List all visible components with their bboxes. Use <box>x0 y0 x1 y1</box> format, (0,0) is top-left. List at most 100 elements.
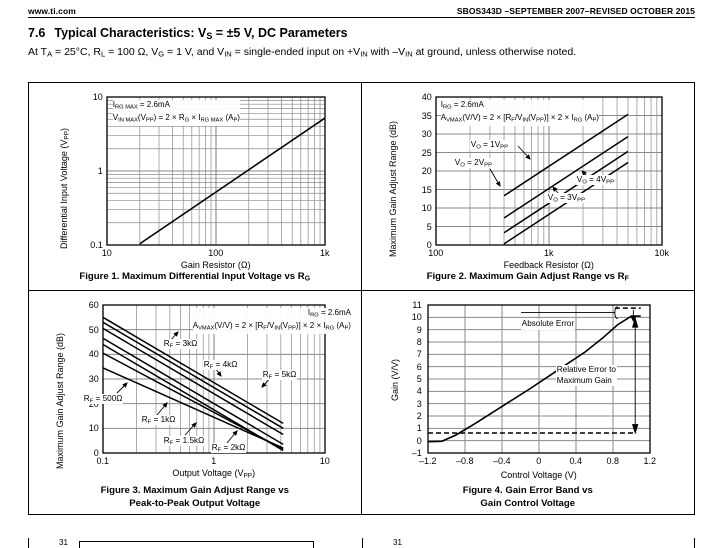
figure-4-ytick-5: 4 <box>416 386 422 397</box>
figure-3-ylabel: Maximum Gain Adjust Range (dB) <box>54 332 65 470</box>
figure-3-ytick-10: 10 <box>88 423 99 434</box>
figure-4-ytick-4: 3 <box>416 398 422 409</box>
figure-1-cell: Differential Input Voltage (VPP) 10 1 0.… <box>29 83 362 291</box>
figure-4-ytick-7: 6 <box>416 361 422 372</box>
figures-table: Differential Input Voltage (VPP) 10 1 0.… <box>28 82 695 516</box>
figure-4-caption: Figure 4. Gain Error Band vs Gain Contro… <box>362 485 695 510</box>
figure-4-xtick-2: –0.4 <box>492 456 511 467</box>
figure-2-ytick-40: 40 <box>421 92 432 102</box>
figure-4-ytick-11: 10 <box>411 312 422 323</box>
figure-4-caption-line1: Figure 4. Gain Error Band vs <box>462 485 593 497</box>
page-title: 7.6 Typical Characteristics: VS = ±5 V, D… <box>28 26 348 41</box>
figure-row-3-divider <box>361 538 363 548</box>
figure-3-xtick-10: 10 <box>319 456 330 467</box>
figure-3-ytick-50: 50 <box>88 324 99 335</box>
figure-3-note: IRG = 2.6mA AVMAX(V/V) = 2 × [RF/VIN(VPP… <box>192 308 351 334</box>
figure-1-ytick-1: 1 <box>97 166 103 176</box>
figure-1-chart: Differential Input Voltage (VPP) 10 1 0.… <box>45 89 345 270</box>
figure-4-xtick-3: 0 <box>536 456 542 467</box>
figure-4-xtick-6: 1.2 <box>643 456 657 467</box>
figure-4-xtick-1: –0.8 <box>455 456 474 467</box>
figure-3-label-rf5k: RF = 5kΩ <box>261 370 298 381</box>
section-title-sub: S <box>206 30 213 41</box>
figure-4-ytick-10: 9 <box>416 324 422 335</box>
figure-3-label-rf2k: RF = 2kΩ <box>210 443 247 454</box>
figure-3-ytick-40: 40 <box>88 349 99 360</box>
header-rule <box>28 17 695 18</box>
figure-3-label-rf4k: RF = 4kΩ <box>202 360 239 371</box>
figure-3-caption-line2: Peak-to-Peak Output Voltage <box>129 497 261 509</box>
figure-2-label-vo1: VO = 1VPP <box>469 140 510 151</box>
figure-2-note: IRG = 2.6mA AVMAX(V/V) = 2 × [RF/VIN(VPP)… <box>440 100 599 126</box>
figure-1-xtick-100: 100 <box>208 248 224 258</box>
figure-1-plot <box>106 96 326 246</box>
figure-4-plot <box>427 304 651 454</box>
figure-2-xtick-100: 100 <box>428 248 444 258</box>
figure-2-xtick-10k: 10k <box>654 248 670 258</box>
figure-4-label-absolute-error: Absolute Error <box>520 319 576 330</box>
figure-3-xlabel: Output Voltage (VPP) <box>172 468 256 480</box>
figure-4-ytick-12: 11 <box>412 300 422 311</box>
figure-3-ytick-0: 0 <box>93 448 99 459</box>
figure-4-ytick-6: 5 <box>416 374 422 385</box>
figure-1-caption: Figure 1. Maximum Differential Input Vol… <box>79 271 311 283</box>
figure-1-xtick-1k: 1k <box>319 248 330 258</box>
figure-2-caption: Figure 2. Maximum Gain Adjust Range vs R… <box>426 271 629 283</box>
figure-4-ytick-0: –1 <box>411 448 422 459</box>
page-header: www.ti.com SBOS343D –SEPTEMBER 2007–REVI… <box>28 6 695 18</box>
figure-3-ytick-30: 30 <box>88 374 99 385</box>
figure-3-caption-line1: Figure 3. Maximum Gain Adjust Range vs <box>100 485 289 497</box>
figure-row-2: Maximum Gain Adjust Range (dB) 010203040… <box>29 291 695 516</box>
figure-2-ytick-5: 5 <box>426 221 432 232</box>
figure-2-ytick-0: 0 <box>426 240 432 250</box>
figure-4-ytick-8: 7 <box>416 349 422 360</box>
figure-2-xtick-1k: 1k <box>543 248 554 258</box>
figure-1-ytick-10: 10 <box>92 92 103 102</box>
figure-1-xtick-10: 10 <box>101 248 112 258</box>
section-title-pre: Typical Characteristics: V <box>54 26 207 40</box>
figure-1-ytick-0p1: 0.1 <box>90 240 103 250</box>
section-number: 7.6 <box>28 26 46 40</box>
figure-4-xtick-4: 0.4 <box>569 456 583 467</box>
figure-4-ytick-9: 8 <box>416 337 422 348</box>
figure-2-label-vo3: VO = 3VPP <box>546 193 587 204</box>
figure-3-label-rf1k: RF = 1kΩ <box>140 415 177 426</box>
figure-4-caption-line2: Gain Control Voltage <box>480 497 576 509</box>
figure-4-xtick-5: 0.8 <box>606 456 620 467</box>
figure-2-chart: Maximum Gain Adjust Range (dB) 0 5 10 15 20 2… <box>378 89 678 270</box>
figure-2-cell: Maximum Gain Adjust Range (dB) 0 5 10 15 20 2… <box>362 83 695 290</box>
header-site-url[interactable]: www.ti.com <box>28 6 76 16</box>
figure-4-ytick-1: 0 <box>416 435 422 446</box>
section-conditions: At TA = 25°C, RL = 100 Ω, VG = 1 V, and … <box>28 46 577 59</box>
figure-3-caption: Figure 3. Maximum Gain Adjust Range vs P… <box>29 485 361 510</box>
figure-3-label-rf3k: RF = 3kΩ <box>162 339 199 350</box>
figure-3-chart: Maximum Gain Adjust Range (dB) 010203040… <box>45 297 351 483</box>
figure-row-3-partial: 31 31 <box>28 538 695 548</box>
figure-3-xtick-1: 1 <box>211 456 217 467</box>
figure-2-ytick-35: 35 <box>421 110 432 121</box>
figure-2-ytick-25: 25 <box>421 147 432 158</box>
figure-1-xlabel: Gain Resistor (Ω) <box>180 260 251 270</box>
figure-4-relative-line1: Relative Error to <box>556 365 616 375</box>
figure-1-ylabel: Differential Input Voltage (VPP) <box>58 127 71 249</box>
figure-2-ylabel: Maximum Gain Adjust Range (dB) <box>387 120 398 257</box>
figure-2-label-vo2: VO = 2VPP <box>453 158 494 169</box>
figure-4-cell: Gain (V/V) –1 0 1 2 3 4 5 6 7 8 9 10 11 –1.2 –0.8 –0.4… <box>362 291 695 514</box>
figure-5-plot-partial <box>79 541 314 548</box>
figure-5-ytick-top: 31 <box>59 538 68 547</box>
figure-4-ytick-3: 2 <box>416 411 422 422</box>
figure-3-cell: Maximum Gain Adjust Range (dB) 010203040… <box>29 291 362 515</box>
figure-3-label-rf500: RF = 500Ω <box>82 394 124 405</box>
figure-4-xlabel: Control Voltage (V) <box>500 470 577 481</box>
figure-4-xtick-0: –1.2 <box>418 456 437 467</box>
figure-1-note: IRG MAX = 2.6mA VIN MAX(VPP) = 2 × RG × I… <box>112 100 240 126</box>
header-doc-id: SBOS343D –SEPTEMBER 2007–REVISED OCTOBER… <box>456 6 695 16</box>
figure-4-ytick-2: 1 <box>416 423 422 434</box>
figure-3-label-rf1p5k: RF = 1.5kΩ <box>162 436 206 447</box>
section-title-post: = ±5 V, DC Parameters <box>212 26 348 40</box>
figure-6-ytick-top: 31 <box>393 538 402 547</box>
figure-row-1: Differential Input Voltage (VPP) 10 1 0.… <box>29 83 695 292</box>
figure-2-ytick-30: 30 <box>421 129 432 139</box>
figure-2-ytick-20: 20 <box>421 166 432 176</box>
figure-2-label-vo4: VO = 4VPP <box>575 175 616 186</box>
